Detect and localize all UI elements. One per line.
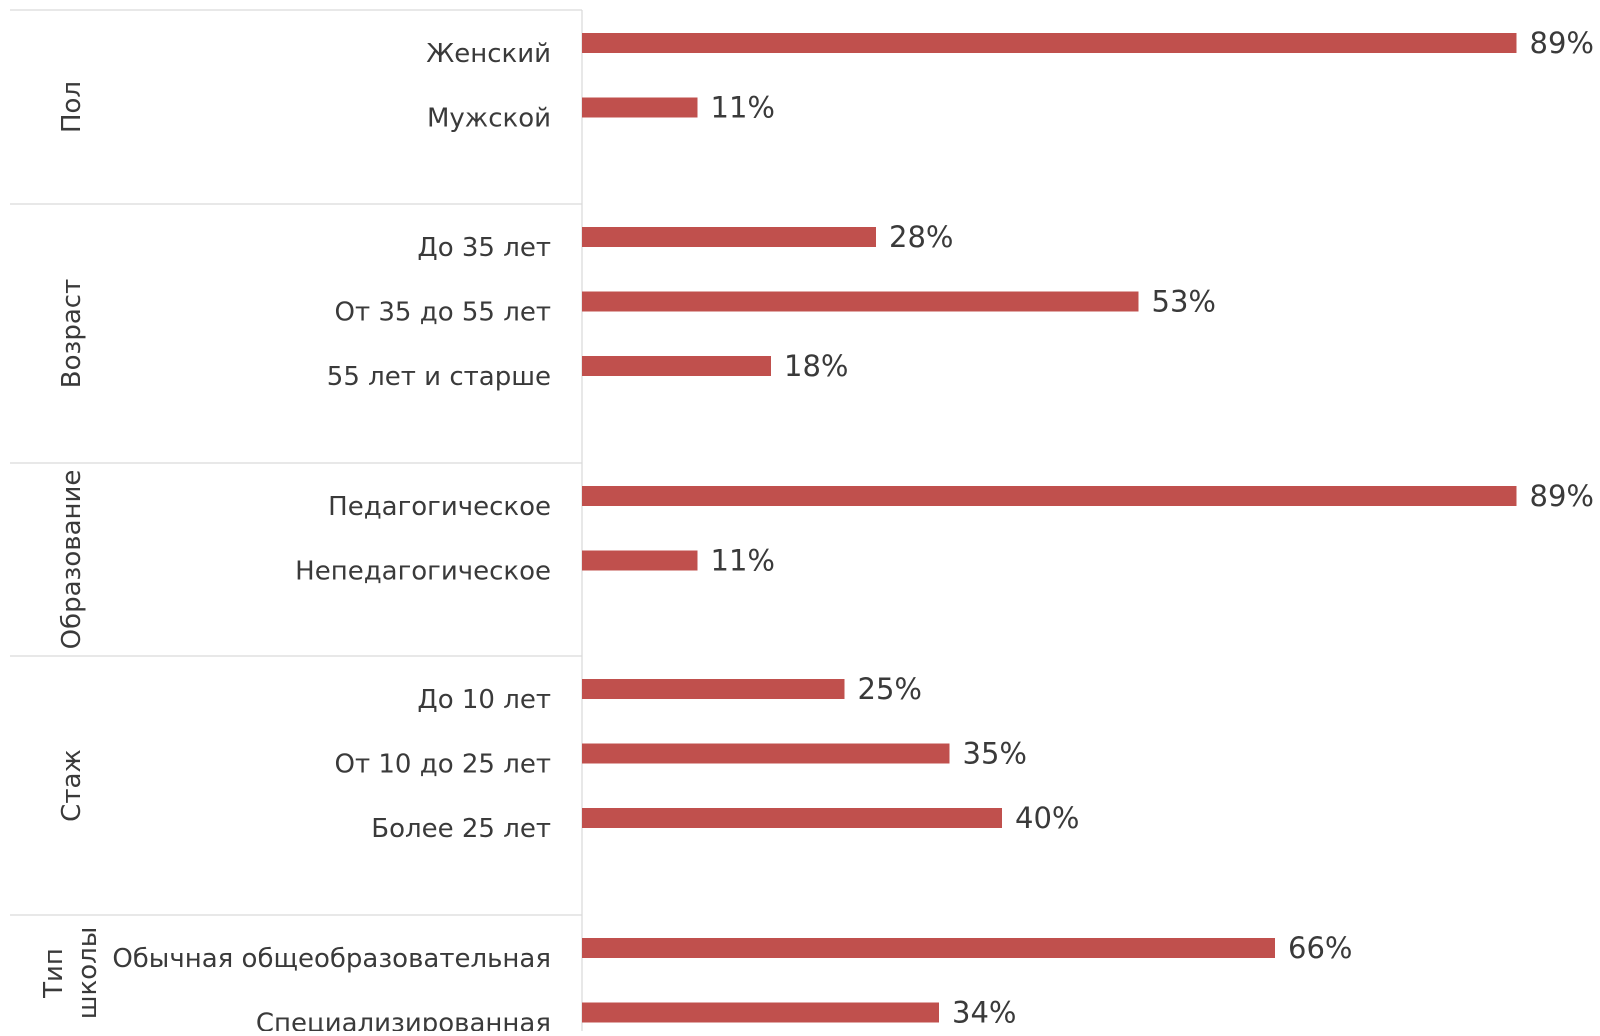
category-label: Более 25 лет — [371, 814, 551, 844]
bar — [582, 33, 1517, 53]
group-label-line: школы — [73, 927, 103, 1020]
category-label: От 35 до 55 лет — [335, 298, 551, 328]
group-label-line: Стаж — [57, 749, 87, 822]
bar — [582, 679, 845, 699]
bar — [582, 97, 698, 118]
category-label: До 35 лет — [417, 233, 551, 263]
data-label: 89% — [1530, 26, 1594, 60]
bar — [582, 938, 1275, 958]
bar — [582, 743, 950, 764]
group-label-line: Пол — [57, 81, 87, 133]
category-label: Мужской — [427, 104, 551, 134]
group-label: Пол — [57, 81, 87, 133]
data-label: 11% — [711, 544, 775, 578]
data-label: 28% — [889, 220, 953, 254]
bar — [582, 356, 771, 376]
category-label: Педагогическое — [328, 492, 551, 522]
bar — [582, 227, 876, 247]
category-label: Обычная общеобразовательная — [112, 944, 551, 974]
data-label: 66% — [1288, 931, 1352, 965]
data-label: 18% — [784, 349, 848, 383]
category-label: Непедагогическое — [295, 557, 551, 587]
data-label: 25% — [858, 672, 922, 706]
bar — [582, 550, 698, 571]
category-label: От 10 до 25 лет — [335, 750, 551, 780]
group-label: Стаж — [57, 749, 87, 822]
group-label-line: Тип — [39, 948, 69, 999]
bar — [582, 291, 1139, 312]
group-label: Тип школы — [39, 927, 103, 1020]
group-label-line: Образование — [57, 470, 87, 650]
data-label: 35% — [963, 737, 1027, 771]
group-label: Образование — [57, 470, 87, 650]
group-label: Возраст — [57, 279, 87, 388]
data-label: 53% — [1152, 285, 1216, 319]
data-label: 40% — [1015, 801, 1079, 835]
bar — [582, 808, 1002, 828]
bar — [582, 1002, 939, 1023]
category-label: 55 лет и старше — [327, 362, 551, 392]
data-label: 11% — [711, 91, 775, 125]
group-label-line: Возраст — [57, 279, 87, 388]
bar — [582, 486, 1517, 506]
category-label: Женский — [426, 39, 551, 69]
category-label: Специализированная — [256, 1009, 551, 1032]
data-label: 89% — [1530, 479, 1594, 513]
data-label: 34% — [952, 996, 1016, 1030]
category-label: До 10 лет — [417, 685, 551, 715]
